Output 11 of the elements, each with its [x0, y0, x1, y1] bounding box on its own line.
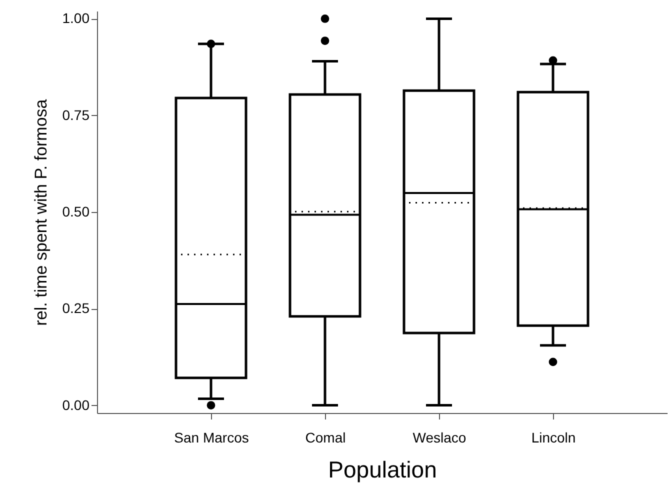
y-tick-label: 0.25	[62, 300, 90, 316]
x-axis-title: Population	[328, 456, 437, 482]
y-tick-label: 0.00	[62, 396, 90, 413]
y-tick-label: 0.75	[62, 106, 90, 123]
x-tick-label: Comal	[305, 430, 346, 446]
x-tick-label: San Marcos	[174, 430, 249, 446]
y-axis-title: rel. time spent with P. formosa	[31, 98, 50, 326]
y-tick-label: 0.50	[62, 204, 90, 220]
x-tick-label: Lincoln	[531, 430, 576, 446]
x-tick-label: Weslaco	[412, 430, 466, 446]
y-tick-label: 1.00	[62, 10, 90, 26]
